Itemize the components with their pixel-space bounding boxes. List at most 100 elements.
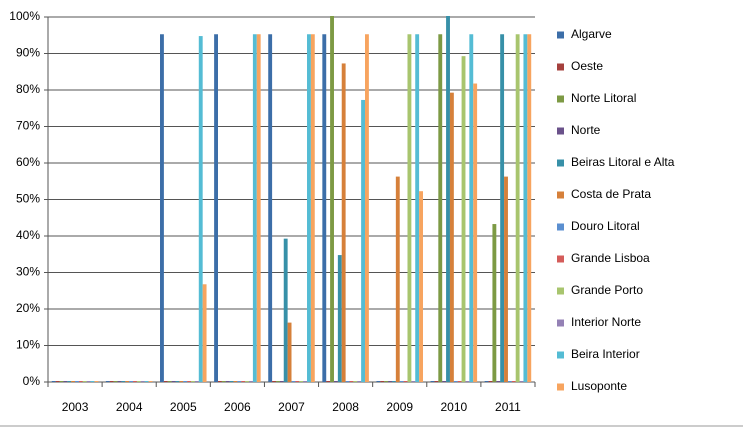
bar [295, 381, 300, 382]
y-tick-label: 60% [16, 155, 40, 169]
bar [438, 34, 443, 382]
bar [291, 381, 296, 382]
bar [345, 381, 350, 382]
bar [465, 381, 470, 382]
bar [217, 381, 222, 382]
bar [78, 381, 83, 382]
bar [303, 381, 308, 382]
bar [67, 381, 72, 382]
bar [105, 381, 110, 382]
bar [391, 381, 396, 382]
bar [488, 381, 493, 382]
bar [322, 34, 327, 382]
bar [63, 381, 68, 382]
bar [249, 381, 253, 382]
bar [229, 381, 234, 382]
legend-swatch [557, 255, 564, 263]
bar [59, 381, 64, 382]
bar [144, 381, 149, 382]
legend-swatch [557, 223, 564, 231]
legend-label: Lusoponte [571, 379, 627, 393]
bar [279, 381, 284, 382]
bar [310, 34, 315, 382]
bar [357, 381, 362, 382]
bar [453, 381, 458, 382]
legend-swatch [557, 383, 564, 391]
bar [241, 381, 246, 382]
bar [133, 381, 137, 382]
bar [500, 34, 505, 382]
bar [330, 16, 334, 382]
legend-swatch [557, 127, 564, 135]
bar [160, 34, 164, 382]
bar [446, 16, 450, 382]
x-tick-label: 2005 [170, 400, 197, 414]
legend-label: Oeste [571, 59, 603, 73]
y-tick-label: 100% [9, 9, 40, 23]
bar [442, 381, 447, 382]
bar [403, 381, 408, 382]
bar [337, 255, 342, 382]
bar [287, 322, 292, 382]
bar [171, 381, 176, 382]
legend-label: Norte Litoral [571, 91, 636, 105]
bar [268, 34, 273, 382]
bar [496, 381, 501, 382]
bar [507, 381, 512, 382]
bar [183, 381, 188, 382]
legend-swatch [557, 95, 564, 103]
bar [419, 191, 423, 382]
legend-swatch [557, 31, 564, 39]
bar [461, 56, 466, 383]
bar [326, 381, 331, 382]
bar [140, 381, 145, 382]
bar [55, 381, 60, 382]
y-tick-label: 80% [16, 82, 40, 96]
bar [94, 381, 99, 382]
bar [361, 99, 366, 382]
bar [272, 381, 276, 382]
bar [148, 381, 153, 382]
legend-label: Grande Lisboa [571, 251, 650, 265]
bar [163, 381, 168, 382]
bar [365, 34, 369, 382]
bar [484, 381, 489, 382]
y-tick-label: 50% [16, 192, 40, 206]
bar [492, 224, 497, 382]
bar [449, 92, 454, 383]
bar [237, 381, 242, 382]
bar [121, 381, 126, 382]
x-tick-label: 2003 [62, 400, 89, 414]
x-tick-label: 2004 [116, 400, 143, 414]
bar [75, 381, 79, 382]
bar [51, 381, 56, 382]
bar [117, 381, 122, 382]
bar [245, 381, 250, 382]
bar [473, 83, 478, 383]
y-tick-label: 70% [16, 119, 40, 133]
y-tick-label: 0% [23, 374, 41, 388]
bar [384, 381, 389, 382]
x-tick-label: 2009 [386, 400, 413, 414]
bar [221, 381, 226, 382]
bar [71, 381, 76, 382]
bar [430, 381, 435, 382]
bar [225, 381, 230, 382]
bar [252, 34, 257, 382]
x-tick-label: 2008 [332, 400, 359, 414]
bar [511, 381, 516, 382]
legend-label: Norte [571, 123, 601, 137]
bar [194, 381, 199, 382]
bar [256, 34, 261, 382]
bar [407, 34, 412, 382]
bar [434, 381, 439, 382]
legend-label: Interior Norte [571, 315, 641, 329]
x-tick-label: 2010 [440, 400, 467, 414]
bar [198, 36, 203, 382]
y-tick-label: 40% [16, 228, 40, 242]
legend-label: Douro Litoral [571, 219, 640, 233]
x-tick-label: 2007 [278, 400, 305, 414]
bar [504, 176, 508, 382]
bar [457, 381, 462, 382]
